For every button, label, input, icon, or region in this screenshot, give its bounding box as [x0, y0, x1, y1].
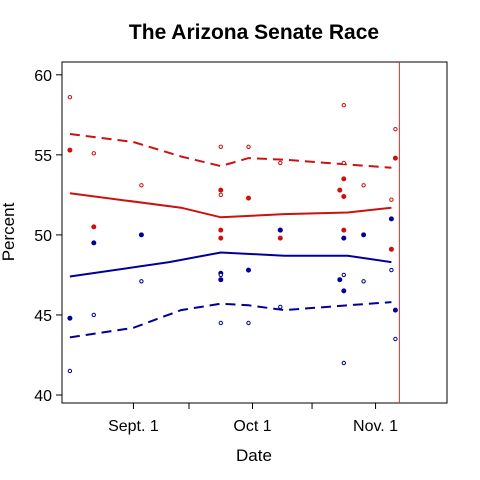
poll-point-filled	[91, 224, 97, 230]
poll-point-open	[341, 103, 346, 108]
series-line-0	[69, 192, 392, 219]
poll-point-filled	[388, 216, 394, 222]
poll-point-filled	[341, 288, 347, 294]
series-line-2	[69, 251, 392, 278]
poll-point-open	[389, 197, 394, 202]
poll-point-open	[361, 183, 366, 188]
poll-point-open	[91, 312, 97, 318]
poll-point-filled	[341, 227, 347, 233]
poll-point-filled	[361, 232, 367, 238]
poll-point-open	[139, 183, 144, 188]
poll-point-open	[389, 267, 394, 273]
poll-point-open	[393, 127, 398, 132]
y-tick-label: 50	[34, 228, 52, 245]
series-line-3	[69, 301, 392, 339]
poll-point-filled	[341, 176, 347, 182]
poll-point-filled	[218, 235, 224, 241]
poll-point-open	[246, 320, 251, 326]
poll-point-open	[246, 144, 251, 150]
y-tick-label: 55	[34, 148, 52, 165]
chart-title: The Arizona Senate Race	[129, 21, 379, 44]
x-tick-label: Oct 1	[233, 418, 271, 435]
poll-point-filled	[218, 187, 224, 193]
data-points	[67, 95, 398, 374]
y-tick-label: 40	[34, 388, 52, 405]
poll-point-open	[278, 160, 283, 166]
y-axis-label: Percent	[0, 202, 18, 261]
poll-point-filled	[218, 277, 224, 283]
plot-frame	[61, 61, 448, 404]
poll-point-open	[91, 151, 97, 156]
poll-point-open	[218, 192, 224, 198]
poll-point-filled	[138, 232, 144, 238]
poll-point-open	[341, 272, 346, 278]
poll-point-filled	[67, 147, 73, 153]
series-line-1	[69, 133, 392, 169]
poll-point-filled	[337, 277, 343, 283]
poll-point-filled	[392, 307, 398, 313]
x-axis-label: Date	[236, 446, 272, 465]
poll-point-filled	[392, 155, 398, 161]
x-tick-label: Sept. 1	[108, 418, 159, 435]
poll-point-open	[218, 320, 224, 326]
poll-point-filled	[91, 240, 97, 246]
poll-point-open	[393, 336, 398, 342]
poll-point-filled	[341, 235, 347, 241]
poll-point-filled	[341, 194, 347, 199]
x-tick-label: Nov. 1	[353, 418, 398, 435]
poll-point-filled	[388, 246, 394, 252]
poll-point-filled	[277, 227, 283, 233]
poll-point-open	[341, 160, 346, 166]
poll-point-filled	[246, 267, 251, 273]
y-tick-label: 60	[34, 68, 52, 85]
poll-point-open	[361, 279, 366, 284]
poll-point-open	[67, 368, 73, 374]
poll-point-open	[341, 360, 346, 366]
axes: 40 45 50 55 60 Sept. 1 Oct 1 Nov. 1	[34, 62, 400, 435]
poll-point-open	[139, 279, 144, 284]
poll-point-filled	[277, 235, 283, 241]
y-tick-label: 45	[34, 308, 52, 325]
poll-point-filled	[218, 227, 224, 233]
series-lines	[69, 133, 392, 339]
poll-point-open	[218, 144, 224, 150]
poll-point-filled	[67, 315, 73, 321]
poll-point-open	[278, 304, 283, 310]
poll-point-filled	[246, 195, 251, 201]
poll-point-filled	[337, 187, 343, 193]
poll-point-open	[67, 95, 73, 100]
poll-point-open	[218, 272, 224, 278]
